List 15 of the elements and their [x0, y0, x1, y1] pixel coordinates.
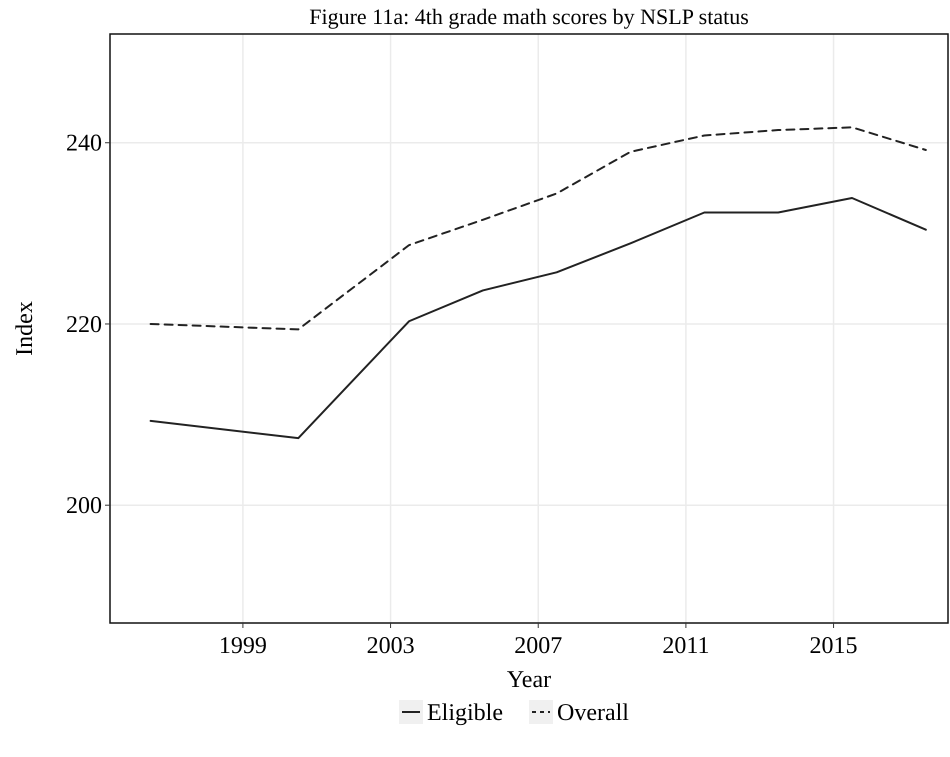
x-tick-label: 1999 — [218, 633, 267, 659]
line-series — [150, 197, 927, 440]
y-axis-title: Index — [12, 301, 38, 356]
x-tick-label: 2011 — [662, 633, 710, 659]
x-axis-title: Year — [506, 667, 552, 693]
chart-title: Figure 11a: 4th grade math scores by NSLP status — [309, 4, 749, 29]
x-tick-label: 2015 — [810, 633, 858, 659]
legend-label: Overall — [557, 700, 630, 726]
y-tick-label: 220 — [66, 312, 102, 338]
y-tick-label: 200 — [66, 493, 102, 520]
x-tick-label: 2007 — [514, 633, 562, 659]
x-tick-label: 2003 — [366, 633, 415, 659]
line-series — [150, 126, 927, 330]
y-tick-label: 240 — [66, 130, 102, 157]
legend-label: Eligible — [427, 700, 503, 726]
